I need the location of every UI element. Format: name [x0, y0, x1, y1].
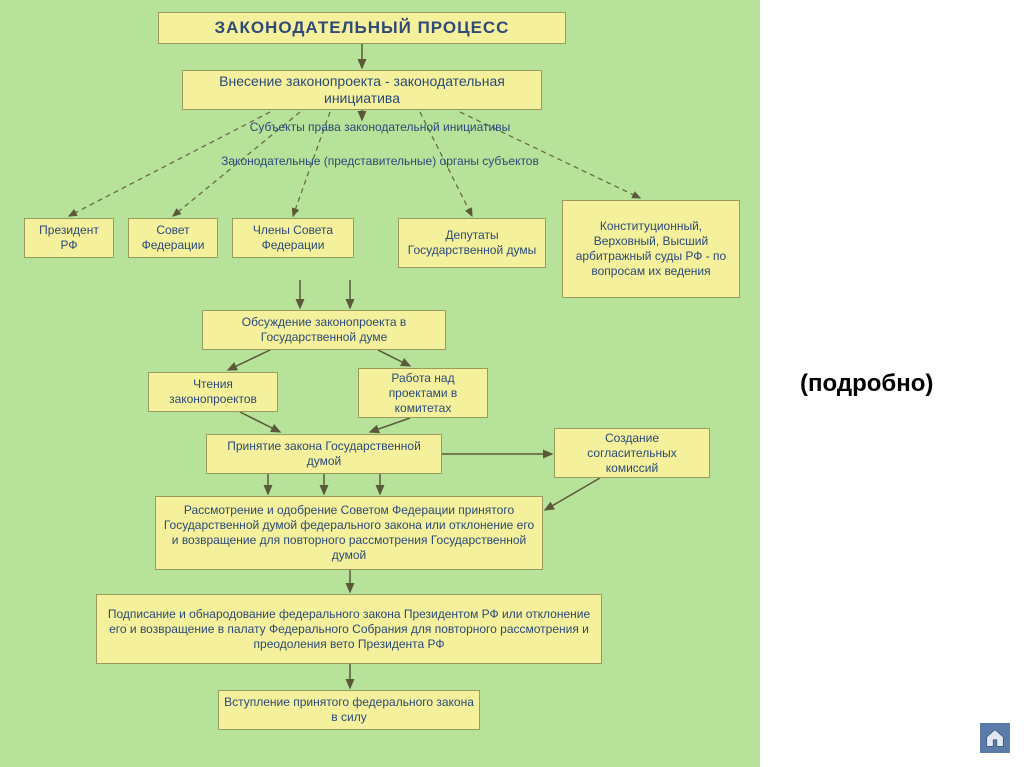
node-in-force: Вступление принятого федерального закона… — [218, 690, 480, 730]
side-label: (подробно) — [800, 370, 933, 398]
text-organs: Законодательные (представительные) орган… — [0, 154, 760, 168]
diagram-panel: ЗАКОНОДАТЕЛЬНЫЙ ПРОЦЕСС Внесение законоп… — [0, 0, 760, 767]
node-duma-deputies: Депутаты Государственной думы — [398, 218, 546, 268]
title-box: ЗАКОНОДАТЕЛЬНЫЙ ПРОЦЕСС — [158, 12, 566, 44]
node-conciliation: Создание согласительных комиссий — [554, 428, 710, 478]
node-president: Президент РФ — [24, 218, 114, 258]
node-discussion: Обсуждение законопроекта в Государственн… — [202, 310, 446, 350]
node-council-members: Члены Совета Федерации — [232, 218, 354, 258]
node-council-review: Рассмотрение и одобрение Советом Федерац… — [155, 496, 543, 570]
node-president-sign: Подписание и обнародование федерального … — [96, 594, 602, 664]
house-icon — [984, 727, 1006, 749]
node-committees: Работа над проектами в комитетах — [358, 368, 488, 418]
node-initiative: Внесение законопроекта - законодательная… — [182, 70, 542, 110]
text-subjects: Субъекты права законодательной инициатив… — [0, 120, 760, 134]
node-council: Совет Федерации — [128, 218, 218, 258]
home-icon[interactable] — [980, 723, 1010, 753]
node-courts: Конституционный, Верховный, Высший арбит… — [562, 200, 740, 298]
node-readings: Чтения законопроектов — [148, 372, 278, 412]
node-adoption: Принятие закона Государственной думой — [206, 434, 442, 474]
